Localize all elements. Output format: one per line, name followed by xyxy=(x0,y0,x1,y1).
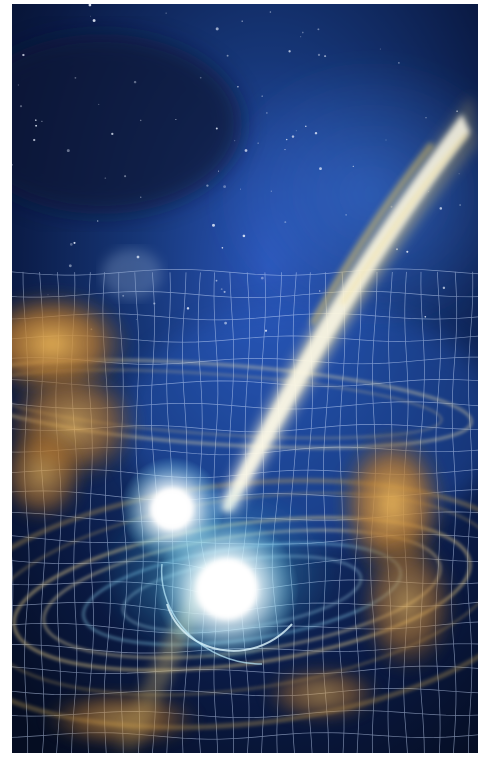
star xyxy=(212,223,215,227)
star xyxy=(439,207,443,210)
star xyxy=(92,19,96,22)
star xyxy=(224,321,227,325)
star xyxy=(33,138,36,142)
star xyxy=(284,221,287,224)
star xyxy=(288,50,291,53)
star xyxy=(284,149,286,151)
star xyxy=(456,110,458,113)
star xyxy=(135,319,137,321)
star xyxy=(175,119,177,120)
star xyxy=(239,188,242,190)
star xyxy=(223,290,226,293)
star xyxy=(352,165,354,168)
star xyxy=(406,250,409,253)
star xyxy=(111,132,114,136)
star xyxy=(385,139,387,141)
star xyxy=(269,11,272,13)
star xyxy=(244,149,248,152)
star xyxy=(241,20,243,22)
star xyxy=(68,264,72,268)
star xyxy=(442,286,446,290)
star xyxy=(317,53,321,57)
star xyxy=(88,4,92,7)
star xyxy=(223,185,226,188)
star xyxy=(220,288,223,290)
star xyxy=(139,119,142,122)
star xyxy=(285,138,288,141)
star xyxy=(319,167,322,171)
star xyxy=(264,329,268,332)
grid-line xyxy=(451,271,458,753)
star xyxy=(300,36,302,38)
star xyxy=(35,119,37,121)
star xyxy=(317,28,320,31)
star xyxy=(90,15,92,17)
star xyxy=(226,54,229,57)
star xyxy=(22,53,25,57)
star xyxy=(305,125,307,128)
star xyxy=(97,220,99,222)
star xyxy=(319,290,321,292)
star xyxy=(69,243,73,246)
star xyxy=(425,117,427,119)
star xyxy=(215,279,218,282)
ejecta-debris xyxy=(12,249,457,749)
star xyxy=(215,127,218,130)
star xyxy=(12,163,13,166)
star xyxy=(261,95,263,97)
star xyxy=(66,149,70,153)
star xyxy=(104,177,107,179)
star xyxy=(218,170,219,172)
star xyxy=(19,105,23,108)
star xyxy=(459,204,461,206)
star xyxy=(73,241,76,244)
star xyxy=(458,173,460,175)
star xyxy=(270,190,272,192)
star xyxy=(266,112,268,114)
star xyxy=(221,247,224,249)
star xyxy=(41,120,43,123)
star xyxy=(295,130,297,132)
merger-illustration xyxy=(12,4,478,753)
neutron-star-pair xyxy=(97,457,337,665)
star xyxy=(165,12,167,14)
star xyxy=(301,31,304,34)
star xyxy=(35,124,38,127)
star xyxy=(206,184,209,187)
star xyxy=(17,84,19,86)
star xyxy=(74,77,77,79)
star xyxy=(98,103,100,105)
grid-line xyxy=(12,268,478,276)
star xyxy=(345,214,347,216)
star xyxy=(140,196,142,198)
star xyxy=(186,307,190,310)
star xyxy=(398,62,400,64)
star xyxy=(257,142,259,144)
star xyxy=(215,27,219,31)
star xyxy=(234,140,236,142)
nebula-cloud xyxy=(212,54,478,334)
star xyxy=(242,234,246,238)
star xyxy=(314,131,318,135)
grid-line xyxy=(467,271,474,753)
star xyxy=(291,135,295,138)
star xyxy=(133,80,137,84)
star xyxy=(324,55,327,58)
star xyxy=(260,276,264,280)
star xyxy=(124,175,127,178)
star xyxy=(199,76,202,79)
star xyxy=(379,48,381,50)
star xyxy=(424,315,427,318)
merger-artwork xyxy=(12,4,478,753)
nebula-cloud-left xyxy=(12,34,242,214)
star xyxy=(237,85,239,88)
